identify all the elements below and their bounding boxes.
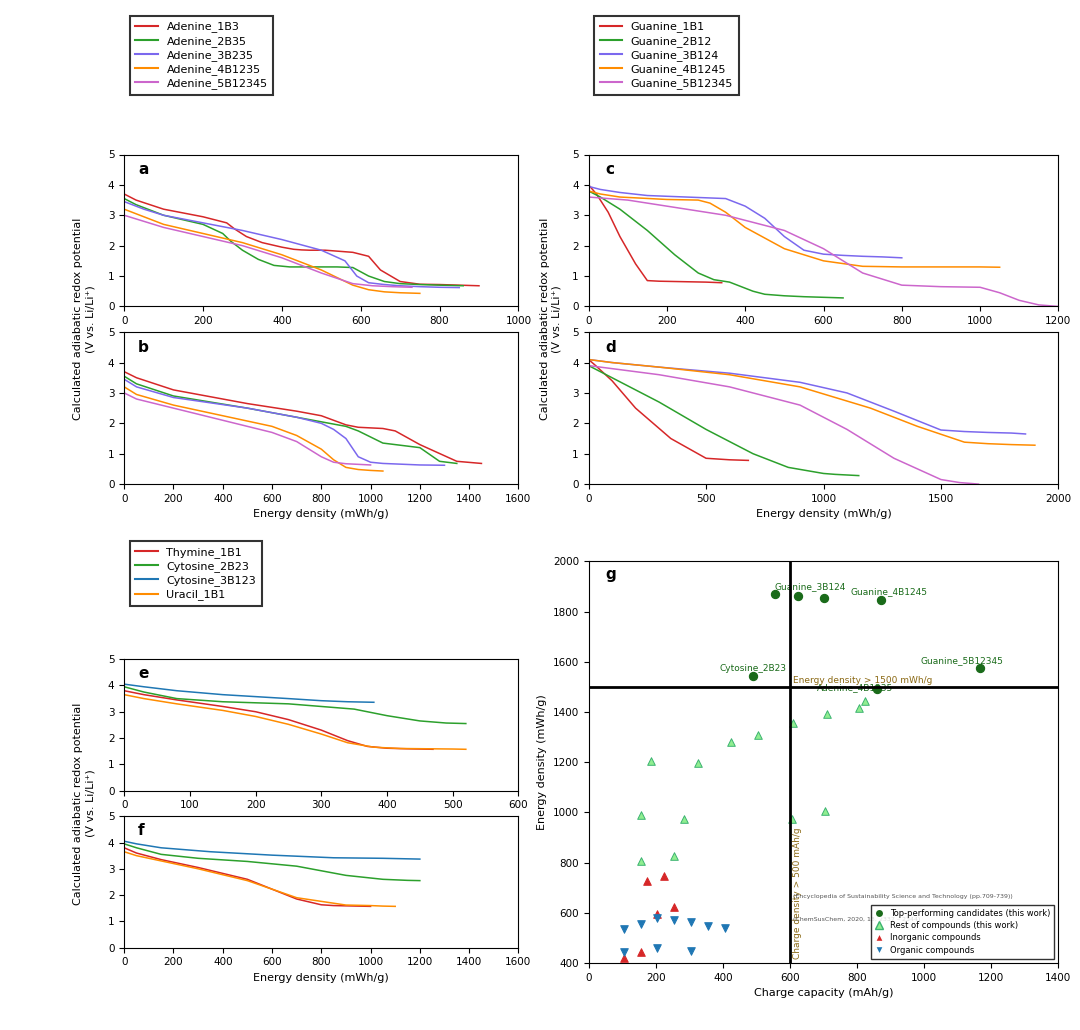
X-axis label: Energy density (mWh/g): Energy density (mWh/g) [756,510,891,519]
Point [723,733,740,750]
X-axis label: Charge capacity (mAh/g): Charge capacity (mAh/g) [754,989,893,998]
Text: b: b [138,340,149,354]
Point [649,940,666,957]
Point [850,700,867,717]
Point [783,811,800,827]
Legend: Top-performing candidates (this work), Rest of compounds (this work), Inorganic : Top-performing candidates (this work), R… [870,904,1054,959]
Point [642,753,659,769]
Point [616,950,633,966]
Text: Guanine_4B1245: Guanine_4B1245 [850,587,928,596]
Point [872,591,889,608]
Legend: Adenine_1B3, Adenine_2B35, Adenine_3B235, Adenine_4B1235, Adenine_5B12345: Adenine_1B3, Adenine_2B35, Adenine_3B235… [130,15,273,95]
X-axis label: Charge capacity (mAh/g): Charge capacity (mAh/g) [252,332,391,342]
Point [689,755,706,771]
Point [683,915,700,931]
Point [649,911,666,927]
Point [649,905,666,922]
Point [856,692,874,709]
Point [819,707,836,723]
Point [638,873,656,890]
Y-axis label: Energy density (mWh/g): Energy density (mWh/g) [537,694,548,830]
Text: Calculated adiabatic redox potential
(V vs. Li/Li⁺): Calculated adiabatic redox potential (V … [73,218,95,420]
Point [750,726,767,743]
Point [616,921,633,937]
Text: Energy density > 1500 mWh/g: Energy density > 1500 mWh/g [794,676,933,685]
X-axis label: Energy density (mWh/g): Energy density (mWh/g) [254,510,389,519]
Point [766,586,783,603]
Point [616,943,633,960]
Point [971,660,988,677]
Point [815,589,833,606]
X-axis label: Charge capacity (mAh/g): Charge capacity (mAh/g) [754,332,893,342]
Text: Guanine_3B124: Guanine_3B124 [774,583,847,591]
Text: Calculated adiabatic redox potential
(V vs. Li/Li⁺): Calculated adiabatic redox potential (V … [73,702,95,904]
Point [632,943,649,960]
Point [676,811,693,827]
Text: g: g [605,568,616,582]
Text: Calculated adiabatic redox potential
(V vs. Li/Li⁺): Calculated adiabatic redox potential (V … [540,218,562,420]
Point [665,912,683,928]
Legend: Guanine_1B1, Guanine_2B12, Guanine_3B124, Guanine_4B1245, Guanine_5B12345: Guanine_1B1, Guanine_2B12, Guanine_3B124… [594,15,739,95]
Text: d: d [605,340,616,354]
Point [632,853,649,869]
Legend: Thymine_1B1, Cytosine_2B23, Cytosine_3B123, Uracil_1B1: Thymine_1B1, Cytosine_2B23, Cytosine_3B1… [130,541,261,606]
Point [868,681,886,697]
Point [632,806,649,823]
Text: f: f [138,823,145,837]
Text: Charge density > 500 mAh/g: Charge density > 500 mAh/g [793,828,801,959]
Text: c: c [605,162,615,177]
Text: Guanine_5B12345: Guanine_5B12345 [921,656,1003,665]
Text: Adenine_4B1235: Adenine_4B1235 [816,683,893,692]
Point [785,715,802,731]
Text: (ChemSusChem, 2020, 13, 2337 – 2344): (ChemSusChem, 2020, 13, 2337 – 2344) [794,917,920,922]
Point [665,898,683,915]
Text: Cytosine_2B23: Cytosine_2B23 [719,664,786,673]
Point [665,848,683,864]
X-axis label: Charge capacity (mAh/g): Charge capacity (mAh/g) [252,816,391,826]
Point [744,667,761,684]
Point [656,868,673,885]
Point [816,803,834,820]
Text: e: e [138,665,148,681]
Text: (Encyclopedia of Sustainability Science and Technology (pp.709-739)): (Encyclopedia of Sustainability Science … [794,894,1013,899]
Point [683,942,700,959]
Point [632,916,649,932]
Point [789,588,807,605]
Point [716,920,733,936]
X-axis label: Energy density (mWh/g): Energy density (mWh/g) [254,973,389,983]
Point [699,918,716,934]
Text: a: a [138,162,148,177]
